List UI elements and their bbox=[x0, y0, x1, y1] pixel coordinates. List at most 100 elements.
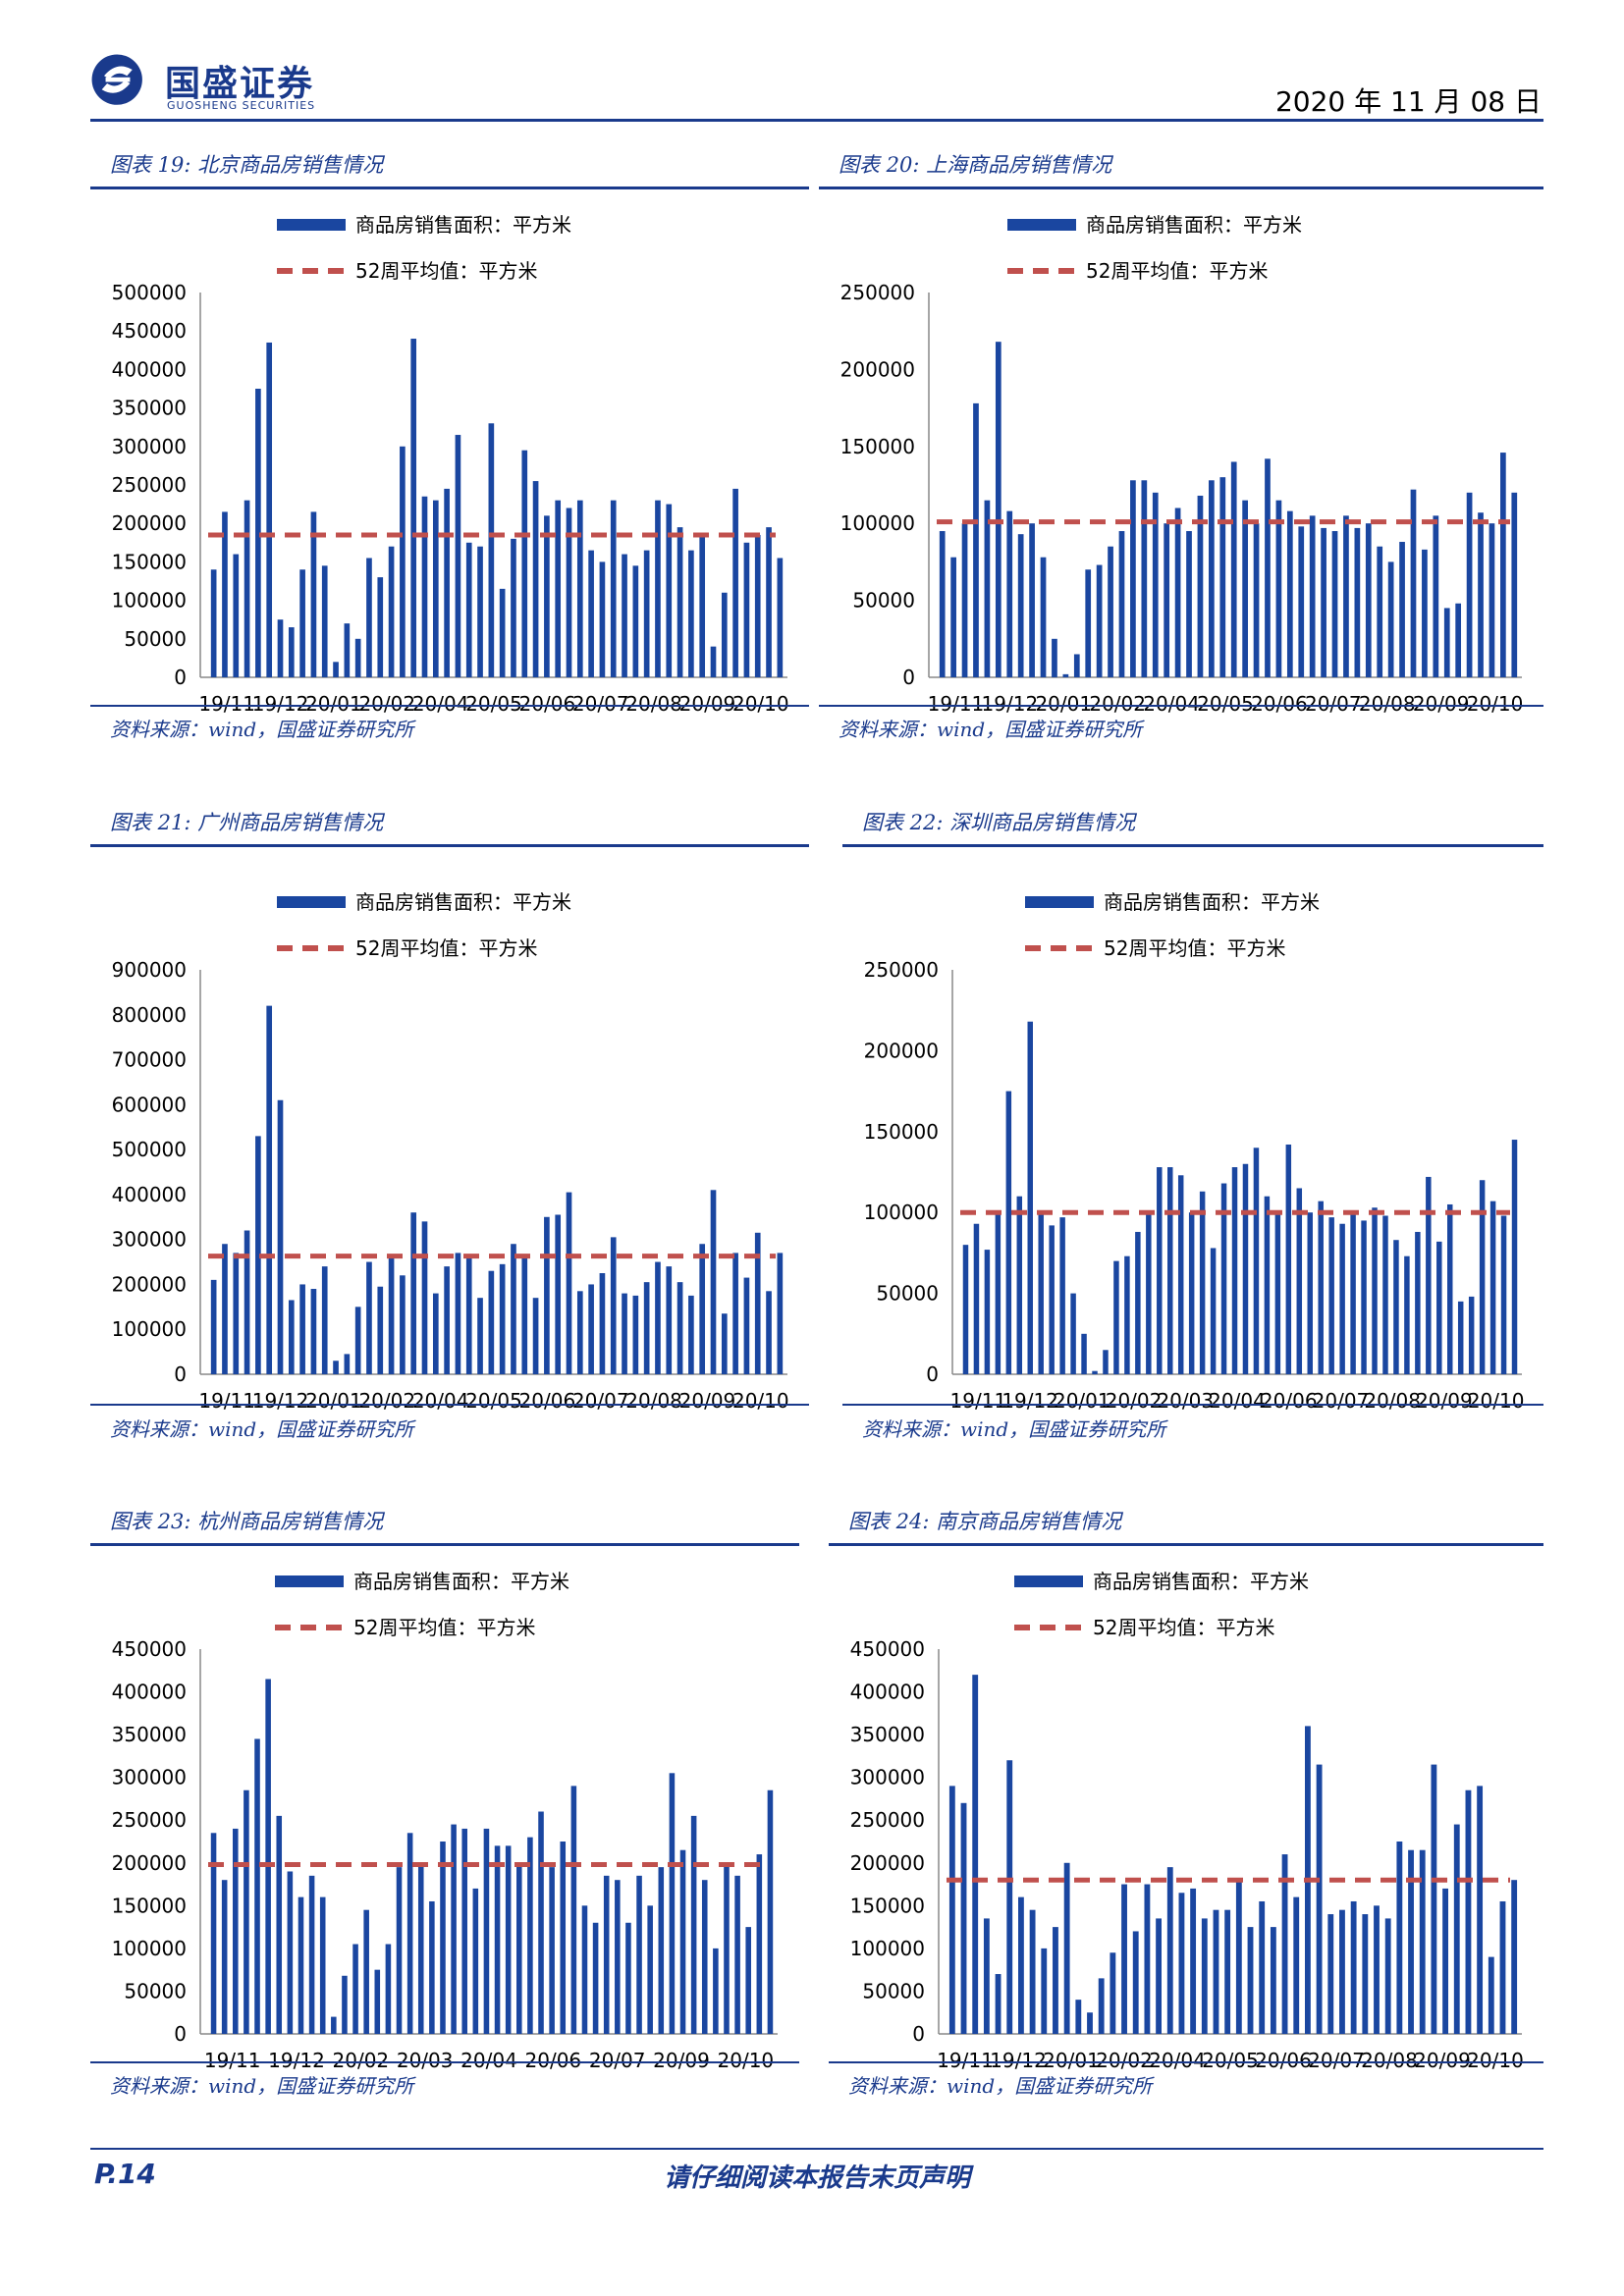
bar bbox=[244, 1790, 249, 2034]
bar bbox=[1178, 1175, 1183, 1374]
bar bbox=[962, 523, 968, 677]
bar bbox=[604, 1876, 610, 2034]
bar bbox=[555, 501, 561, 677]
bar bbox=[533, 481, 539, 677]
bar bbox=[1232, 1167, 1237, 1374]
bar bbox=[778, 1253, 784, 1374]
panel-title: 图表 24: 南京商品房销售情况 bbox=[848, 1506, 1121, 1535]
x-tick-label: 19/11 bbox=[928, 692, 985, 716]
y-tick-label: 0 bbox=[912, 2022, 925, 2046]
bar bbox=[222, 1244, 228, 1374]
bar bbox=[233, 1253, 239, 1374]
y-tick-label: 700000 bbox=[112, 1048, 187, 1072]
x-tick-label: 19/12 bbox=[982, 692, 1039, 716]
bar bbox=[1243, 1164, 1248, 1374]
panel-source: 资料来源：wind，国盛证券研究所 bbox=[110, 1414, 413, 1442]
bar bbox=[1501, 1215, 1506, 1374]
bar bbox=[433, 1294, 439, 1374]
x-tick-label: 20/03 bbox=[1157, 1389, 1214, 1413]
bar bbox=[429, 1901, 435, 2034]
bar bbox=[1454, 1825, 1460, 2034]
bar bbox=[266, 1006, 272, 1374]
bar bbox=[511, 539, 516, 677]
bar bbox=[1433, 515, 1438, 677]
bar bbox=[516, 1863, 522, 2034]
x-tick-label: 20/09 bbox=[679, 1389, 736, 1413]
panel-top-rule bbox=[90, 187, 809, 189]
y-tick-label: 200000 bbox=[112, 511, 187, 535]
panel-source: 资料来源：wind，国盛证券研究所 bbox=[839, 714, 1142, 742]
panel-bottom-rule bbox=[90, 705, 809, 707]
bar bbox=[333, 662, 339, 677]
x-tick-label: 20/04 bbox=[1143, 692, 1200, 716]
bar bbox=[1041, 558, 1047, 677]
y-tick-label: 350000 bbox=[112, 397, 187, 420]
y-tick-label: 200000 bbox=[112, 1851, 187, 1875]
bar bbox=[1108, 547, 1113, 677]
bar bbox=[949, 1786, 955, 2034]
x-tick-label: 20/10 bbox=[718, 2049, 775, 2072]
y-tick-label: 800000 bbox=[112, 1003, 187, 1027]
bar bbox=[1157, 1167, 1162, 1374]
bar bbox=[473, 1889, 479, 2034]
x-tick-label: 20/10 bbox=[732, 1389, 789, 1413]
bar bbox=[1271, 1927, 1276, 2034]
legend-label-avg: 52周平均值：平方米 bbox=[353, 1616, 535, 1639]
bar bbox=[1097, 565, 1103, 677]
legend-label-area: 商品房销售面积：平方米 bbox=[353, 1570, 569, 1593]
bar bbox=[1455, 604, 1461, 677]
bar bbox=[644, 551, 650, 677]
x-tick-label: 20/04 bbox=[460, 2049, 517, 2072]
legend-label-area: 商品房销售面积：平方米 bbox=[1104, 890, 1320, 914]
bar bbox=[1489, 523, 1495, 677]
bar bbox=[1500, 1901, 1506, 2034]
bar bbox=[1053, 1927, 1058, 2034]
bar bbox=[1248, 1927, 1254, 2034]
bar bbox=[397, 1867, 403, 2034]
chart-panel-guangzhou: 图表 21: 广州商品房销售情况 商品房销售面积：平方米 52周平均值：平方米 0 1… bbox=[90, 797, 809, 1465]
bar bbox=[444, 489, 450, 677]
bar bbox=[1075, 2000, 1081, 2034]
x-tick-label: 20/09 bbox=[1413, 692, 1470, 716]
bar bbox=[1133, 1931, 1139, 2034]
panel-top-rule bbox=[819, 187, 1543, 189]
bar bbox=[456, 1253, 461, 1374]
bar bbox=[1085, 569, 1091, 677]
bar bbox=[950, 558, 956, 677]
x-tick-label: 20/10 bbox=[1467, 692, 1524, 716]
legend-swatch-bar bbox=[275, 1575, 344, 1587]
bar bbox=[1219, 477, 1225, 677]
bar bbox=[1339, 1224, 1344, 1374]
bar bbox=[366, 1262, 372, 1374]
bar bbox=[1480, 1180, 1485, 1374]
bar bbox=[345, 1354, 351, 1374]
y-tick-label: 100000 bbox=[112, 589, 187, 613]
bar bbox=[1049, 1225, 1054, 1374]
bar bbox=[600, 561, 606, 677]
bar bbox=[309, 1876, 315, 2034]
bar bbox=[1444, 608, 1450, 677]
bar bbox=[422, 1221, 428, 1374]
bar bbox=[345, 623, 351, 677]
panel-top-rule bbox=[829, 1543, 1543, 1546]
bar bbox=[299, 569, 305, 677]
chart-panel-shanghai: 图表 20: 上海商品房销售情况 商品房销售面积：平方米 52周平均值：平方米 0 5… bbox=[819, 139, 1543, 758]
bar bbox=[410, 339, 416, 677]
y-tick-label: 50000 bbox=[124, 627, 187, 651]
x-tick-label: 20/05 bbox=[465, 1389, 522, 1413]
bar bbox=[299, 1284, 305, 1374]
bar bbox=[1059, 1217, 1064, 1374]
bar bbox=[766, 527, 772, 677]
x-tick-label: 20/02 bbox=[358, 692, 415, 716]
bar bbox=[1478, 512, 1484, 677]
bar bbox=[466, 1257, 472, 1374]
x-tick-label: 19/11 bbox=[198, 1389, 255, 1413]
legend-label-avg: 52周平均值：平方米 bbox=[355, 936, 537, 960]
bar bbox=[996, 1974, 1001, 2034]
bar bbox=[1017, 1197, 1022, 1374]
bar bbox=[544, 1217, 550, 1374]
bar bbox=[1436, 1242, 1441, 1374]
legend-label-area: 商品房销售面积：平方米 bbox=[355, 213, 571, 237]
guosheng-logo-icon bbox=[90, 49, 159, 118]
bar bbox=[1081, 1334, 1086, 1374]
